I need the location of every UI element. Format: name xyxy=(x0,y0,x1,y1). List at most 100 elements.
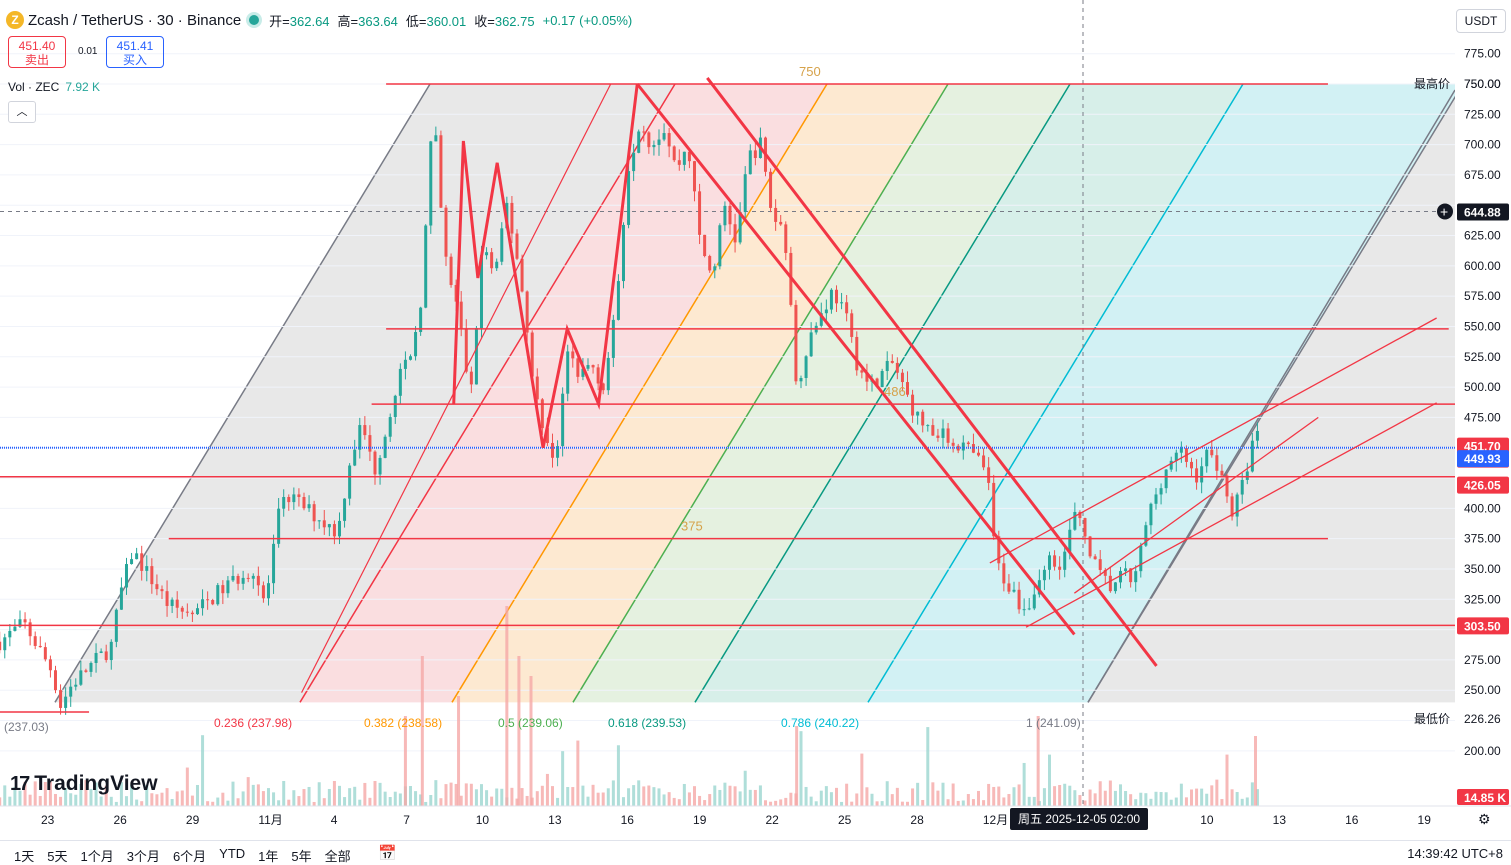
volume-bar xyxy=(809,796,813,806)
volume-bar xyxy=(870,793,874,806)
volume-bar xyxy=(819,790,823,806)
timeframe-button[interactable]: 6个月 xyxy=(172,849,207,864)
candle-body xyxy=(718,225,722,267)
price-tick-label: 525.00 xyxy=(1464,350,1501,364)
timeframe-button[interactable]: YTD xyxy=(219,846,246,861)
volume-bar xyxy=(485,790,489,806)
fib-label: 1 (241.09) xyxy=(1026,716,1081,730)
candle-body xyxy=(84,670,88,672)
timeframe-button[interactable]: 1年 xyxy=(258,849,279,864)
candle-body xyxy=(997,536,1001,564)
volume-bar xyxy=(713,785,717,806)
currency-button[interactable]: USDT xyxy=(1456,9,1506,33)
candle-body xyxy=(637,131,641,153)
volume-bar xyxy=(961,800,965,806)
candle-body xyxy=(581,368,585,377)
gear-icon[interactable]: ⚙ xyxy=(1478,811,1491,827)
candle-body xyxy=(976,452,980,456)
candle-body xyxy=(1017,589,1021,610)
candle-body xyxy=(246,577,250,579)
candle-body xyxy=(165,591,169,606)
volume-spike xyxy=(403,716,407,806)
volume-legend[interactable]: Vol · ZEC 7.92 K xyxy=(8,80,100,94)
candle-body xyxy=(343,498,347,521)
candle-body xyxy=(479,255,483,329)
volume-bar xyxy=(363,782,367,806)
volume-bar xyxy=(1113,790,1117,806)
candle-body xyxy=(292,494,296,503)
candle-body xyxy=(1139,545,1143,572)
change-value: +0.17 (+0.05%) xyxy=(542,12,633,28)
chevron-up-icon[interactable]: ︿ xyxy=(8,101,36,123)
candle-body xyxy=(667,133,671,147)
volume-bar xyxy=(424,801,428,806)
volume-bar xyxy=(677,799,681,806)
volume-bar xyxy=(1220,799,1224,806)
buy-button[interactable]: 451.41 买入 xyxy=(106,36,164,68)
calendar-icon[interactable]: 📅 xyxy=(378,845,397,862)
volume-spike xyxy=(420,656,424,806)
candle-body xyxy=(769,171,773,208)
candle-body xyxy=(322,520,326,528)
volume-bar xyxy=(1103,790,1107,806)
timeframe-button[interactable]: 5年 xyxy=(291,849,312,864)
volume-bar xyxy=(180,790,184,806)
timeframe-button[interactable]: 全部 xyxy=(324,849,351,864)
volume-bars xyxy=(0,606,1259,806)
volume-bar xyxy=(1139,792,1143,806)
timeframe-button[interactable]: 5天 xyxy=(47,849,68,864)
candle-body xyxy=(307,504,311,509)
candle-body xyxy=(8,630,12,638)
volume-bar xyxy=(1073,790,1077,806)
timeframe-button[interactable]: 3个月 xyxy=(126,849,160,864)
volume-bar xyxy=(875,801,879,806)
candle-body xyxy=(1144,525,1148,546)
volume-bar xyxy=(936,790,940,806)
candle-body xyxy=(682,151,686,165)
volume-bar xyxy=(1058,785,1062,806)
timeframe-button[interactable]: 1个月 xyxy=(80,849,114,864)
volume-bar xyxy=(190,795,194,806)
candle-body xyxy=(64,696,68,708)
volume-bar xyxy=(64,788,68,806)
candle-body xyxy=(946,428,950,443)
tradingview-logo[interactable]: 17 TradingView xyxy=(10,772,158,796)
candle-body xyxy=(495,261,499,269)
tradingview-mark-icon: 17 xyxy=(10,772,30,795)
clock[interactable]: 14:39:42 UTC+8 xyxy=(1407,846,1503,861)
candle-body xyxy=(566,351,570,394)
price-tag-label: 449.93 xyxy=(1464,452,1501,466)
volume-bar xyxy=(880,801,884,806)
volume-bar xyxy=(337,785,341,806)
volume-bar xyxy=(545,773,549,806)
candle-body xyxy=(652,144,656,148)
candle-body xyxy=(1078,511,1082,519)
candle-body xyxy=(885,360,889,372)
volume-bar xyxy=(951,783,955,806)
candle-body xyxy=(911,394,915,416)
candle-body xyxy=(1200,466,1204,483)
price-tag-label: 426.05 xyxy=(1464,479,1501,493)
price-chart[interactable]: 0.236 (237.98) 0.382 (238.58) 0.5 (239.06)… xyxy=(0,0,1511,840)
candle-body xyxy=(135,553,139,560)
candle-body xyxy=(69,686,73,697)
candle-body xyxy=(1205,449,1209,467)
add-level-icon xyxy=(1437,203,1453,220)
time-tick-label: 29 xyxy=(186,813,200,827)
fib-label: 0.618 (239.53) xyxy=(608,716,686,730)
volume-bar xyxy=(550,786,554,806)
volume-spike xyxy=(1036,716,1040,806)
candle-body xyxy=(601,383,605,391)
price-axis[interactable]: 200.00250.00275.00300.00325.00350.00375.… xyxy=(1455,0,1511,806)
sell-button[interactable]: 451.40 卖出 xyxy=(8,36,66,68)
timeframe-button[interactable]: 1天 xyxy=(14,849,35,864)
price-tick-label: 600.00 xyxy=(1464,259,1501,273)
volume-bar xyxy=(266,788,270,806)
symbol-title[interactable]: Zcash / TetherUS · 30 · Binance xyxy=(28,11,242,29)
time-axis[interactable]: 23262911月471013161922252812月4710131619 xyxy=(0,805,1511,827)
candle-body xyxy=(1154,494,1158,504)
volume-bar xyxy=(38,795,42,806)
volume-bar xyxy=(789,792,793,806)
buy-price: 451.41 xyxy=(116,39,154,53)
candle-body xyxy=(738,211,742,243)
